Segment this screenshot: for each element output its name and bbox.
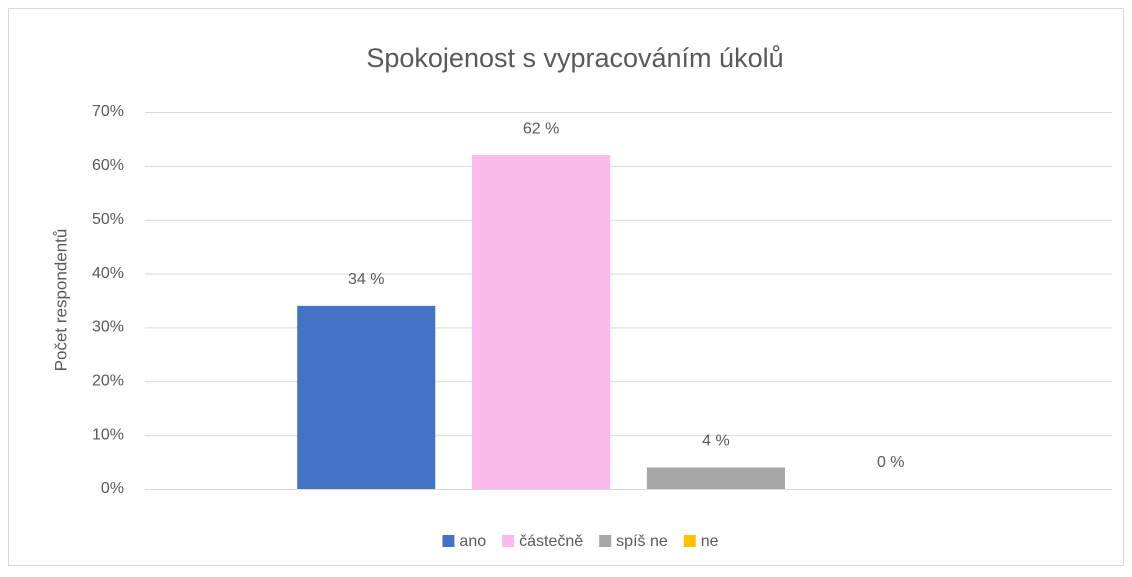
bar xyxy=(472,155,611,490)
data-label: 62 % xyxy=(523,120,559,137)
data-label: 0 % xyxy=(877,454,905,471)
legend-label: spíš ne xyxy=(616,533,668,550)
legend-label: částečně xyxy=(519,533,583,550)
bar xyxy=(646,467,785,489)
y-tick-label: 10% xyxy=(92,426,124,443)
y-tick-label: 30% xyxy=(92,319,124,336)
legend-swatch xyxy=(683,535,696,547)
legend-swatch xyxy=(599,535,612,547)
y-tick-label: 50% xyxy=(92,211,124,228)
y-tick-label: 20% xyxy=(92,373,124,390)
legend-label: ne xyxy=(701,533,719,550)
y-axis-label: Počet respondentů xyxy=(51,229,70,372)
y-tick-label: 40% xyxy=(92,265,124,282)
legend-swatch xyxy=(502,535,515,547)
y-tick-label: 70% xyxy=(92,103,124,120)
y-tick-label: 0% xyxy=(101,480,124,497)
legend-swatch xyxy=(442,535,455,547)
y-tick-label: 60% xyxy=(92,157,124,174)
chart-title: Spokojenost s vypracováním úkolů xyxy=(366,43,783,73)
data-label: 4 % xyxy=(702,433,730,450)
legend-label: ano xyxy=(459,533,486,550)
bar xyxy=(297,305,436,489)
data-label: 34 % xyxy=(348,271,384,288)
